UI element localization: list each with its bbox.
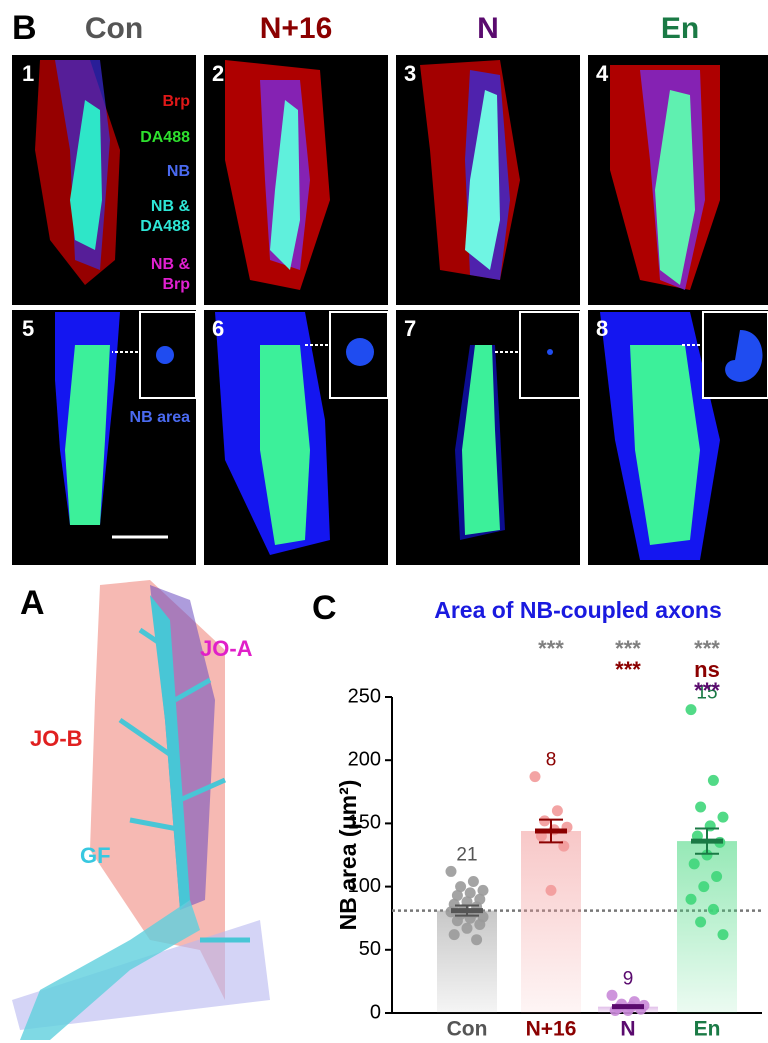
significance-label: *** [615, 657, 641, 682]
area-label: NB area [130, 409, 191, 426]
significance-label: *** [538, 636, 564, 661]
data-point [707, 903, 719, 915]
n-label: 15 [696, 683, 717, 704]
data-point [451, 889, 463, 901]
x-tick-label: N+16 [526, 1018, 577, 1041]
image-number: 3 [404, 61, 416, 86]
data-point [685, 893, 697, 905]
data-point [717, 811, 729, 823]
data-point [685, 704, 697, 716]
legend-text: NB [167, 163, 190, 180]
data-point [529, 771, 541, 783]
n-label: 9 [623, 968, 634, 989]
data-point [451, 915, 463, 927]
legend-text: NB & [151, 198, 191, 215]
n-label: 21 [456, 844, 477, 865]
legend-text: DA488 [140, 129, 190, 146]
panel-label: C [312, 589, 337, 627]
data-point [711, 870, 723, 882]
x-tick-label: N [620, 1018, 635, 1041]
image-number: 2 [212, 61, 224, 86]
data-point [455, 881, 467, 893]
column-header: En [661, 12, 699, 45]
data-point [688, 858, 700, 870]
legend-text: Brp [162, 276, 190, 293]
column-header: N+16 [260, 12, 333, 45]
y-tick-label: 250 [348, 685, 381, 707]
data-point [461, 922, 473, 934]
y-axis-label: NB area (μm²) [335, 780, 361, 931]
data-point [551, 805, 563, 817]
image-number: 1 [22, 61, 34, 86]
significance-label: *** [694, 636, 720, 661]
data-point [539, 815, 551, 827]
image-number: 5 [22, 316, 34, 341]
chart: 05010015020025021Con8N+16***9N******15En… [348, 636, 762, 1041]
panel-label: B [12, 9, 37, 47]
legend-text: DA488 [140, 218, 190, 235]
bar [521, 830, 581, 1013]
bar [677, 841, 737, 1013]
data-point [464, 887, 476, 899]
data-point [695, 801, 707, 813]
column-header: Con [85, 12, 143, 45]
data-point [474, 919, 486, 931]
data-point [545, 884, 557, 896]
y-tick-label: 200 [348, 748, 381, 770]
y-tick-label: 0 [370, 1001, 381, 1023]
data-point [471, 934, 483, 946]
image-number: 6 [212, 316, 224, 341]
data-point [445, 865, 457, 877]
data-point [698, 881, 710, 893]
data-point [558, 840, 570, 852]
y-tick-label: 50 [359, 938, 381, 960]
significance-label: ns [694, 657, 720, 682]
image-number: 4 [596, 61, 609, 86]
data-point [467, 876, 479, 888]
region-label: GF [80, 843, 111, 868]
data-point [707, 774, 719, 786]
significance-label: *** [615, 636, 641, 661]
image-number: 7 [404, 316, 416, 341]
data-point [717, 929, 729, 941]
data-point [695, 916, 707, 928]
x-tick-label: Con [447, 1018, 488, 1041]
data-point [606, 989, 618, 1001]
panel-label: A [20, 584, 45, 622]
region-label: JO-A [200, 636, 253, 661]
chart-title: Area of NB-coupled axons [434, 597, 722, 623]
panel-b-images [12, 55, 768, 565]
panel-a-render [12, 580, 270, 1040]
legend-text: Brp [162, 93, 190, 110]
data-point [701, 849, 713, 861]
column-header: N [477, 12, 499, 45]
n-label: 8 [546, 750, 557, 771]
legend-text: NB & [151, 256, 191, 273]
data-point [477, 884, 489, 896]
x-tick-label: En [694, 1018, 721, 1041]
region-label: JO-B [30, 726, 83, 751]
data-point [448, 929, 460, 941]
significance-label: *** [694, 678, 720, 703]
y-tick-label: 150 [348, 812, 381, 834]
image-number: 8 [596, 316, 608, 341]
y-tick-label: 100 [348, 875, 381, 897]
